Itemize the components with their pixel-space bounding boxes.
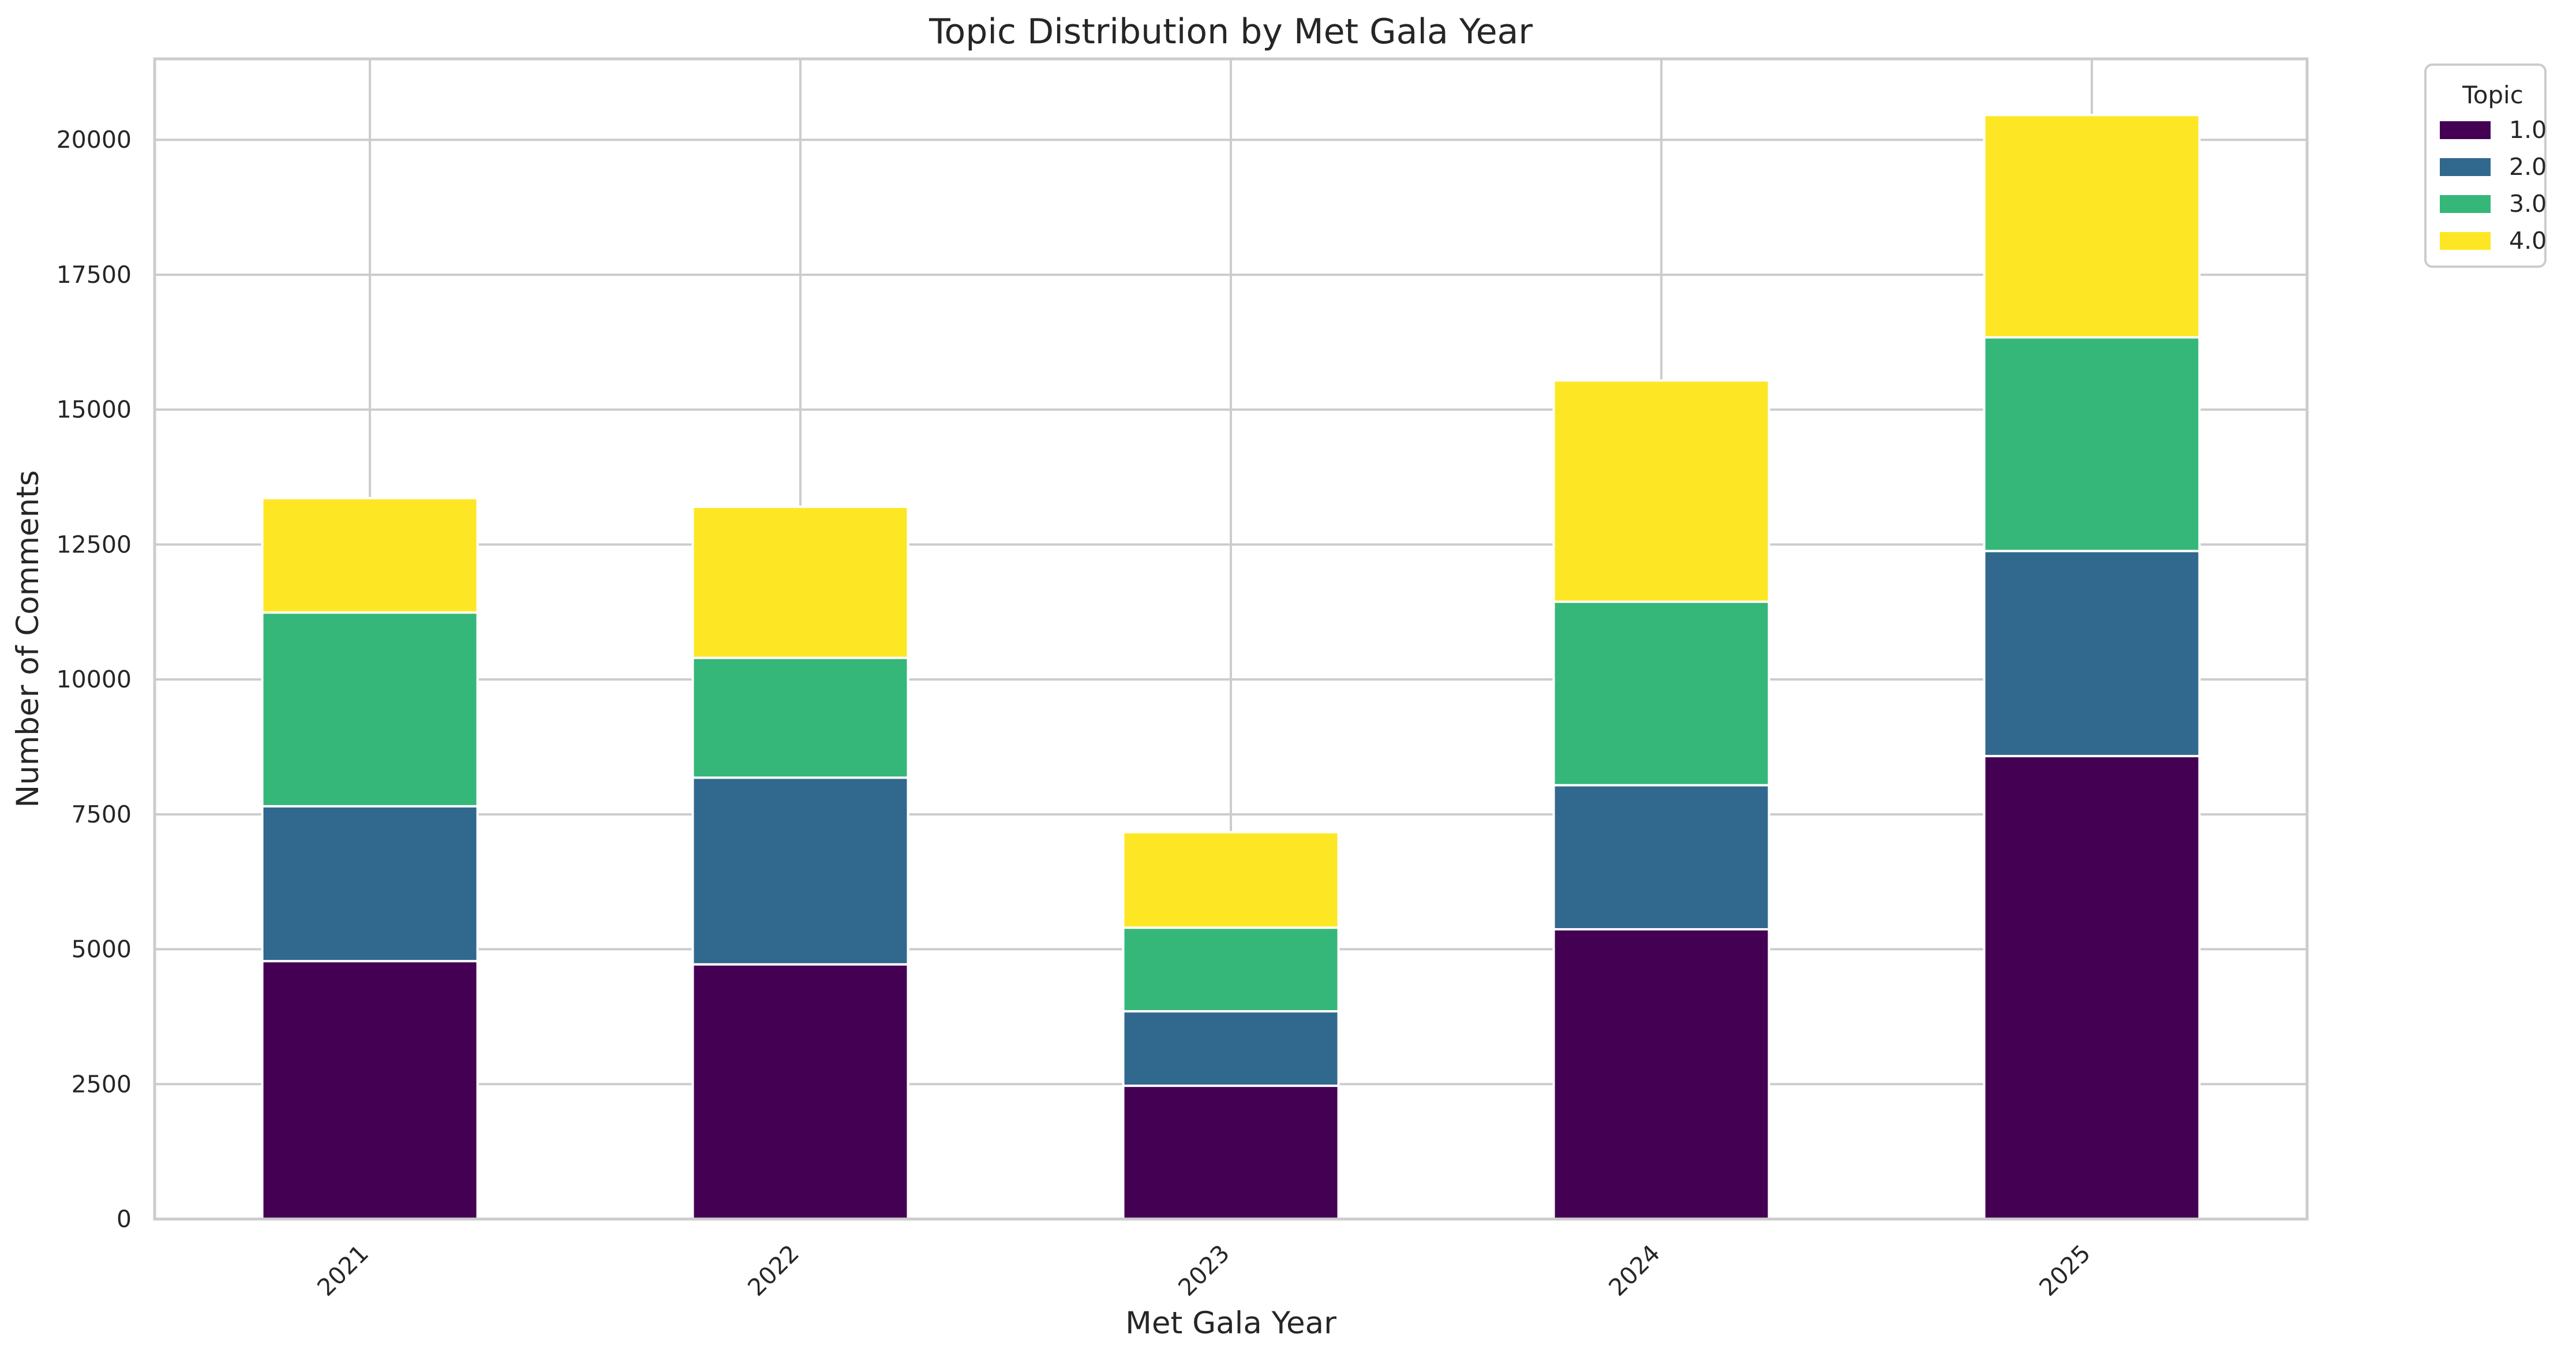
- y-tick-label: 2500: [72, 1070, 132, 1098]
- y-tick-label: 5000: [72, 936, 132, 963]
- legend-swatch: [2440, 121, 2491, 139]
- bar-segment: [1122, 926, 1340, 1013]
- bar-segment: [1552, 379, 1770, 603]
- bar-segment: [1552, 928, 1770, 1220]
- legend-label: 1.0: [2509, 116, 2547, 144]
- legend-label: 2.0: [2509, 153, 2547, 181]
- bars: [261, 114, 2201, 1221]
- bar-segment: [261, 960, 479, 1221]
- bar-segment: [261, 496, 479, 614]
- bar-segment: [691, 505, 909, 659]
- bar-segment: [1122, 1085, 1340, 1221]
- bar-segment: [1552, 600, 1770, 787]
- bar-segment: [1983, 114, 2201, 339]
- y-tick-label: 7500: [72, 801, 132, 828]
- bar-segment: [1122, 831, 1340, 929]
- x-axis-label: Met Gala Year: [1125, 1306, 1336, 1341]
- chart-title: Topic Distribution by Met Gala Year: [928, 12, 1533, 52]
- bar-segment: [691, 656, 909, 779]
- legend-swatch: [2440, 158, 2491, 176]
- bar-segment: [691, 963, 909, 1220]
- y-tick-label: 10000: [57, 666, 132, 693]
- legend-swatch: [2440, 195, 2491, 213]
- bar-segment: [1983, 754, 2201, 1220]
- y-tick-labels: 0 2500 5000 7500 10000 12500 15000 17500 20000: [57, 126, 132, 1233]
- y-tick-label: 17500: [57, 261, 132, 289]
- legend-title: Topic: [2462, 81, 2523, 109]
- plot-frame: [153, 57, 2309, 1221]
- y-tick-label: 12500: [57, 530, 132, 558]
- bar-segment: [261, 611, 479, 808]
- bar-segment: [261, 805, 479, 963]
- bar-segment: [691, 776, 909, 966]
- bar-segment: [1983, 336, 2201, 552]
- legend-label: 3.0: [2509, 190, 2547, 218]
- legend-swatch: [2440, 232, 2491, 250]
- bar-segment: [1552, 784, 1770, 930]
- y-tick-label: 20000: [57, 126, 132, 154]
- y-tick-label: 0: [117, 1205, 132, 1233]
- bar-segment: [1122, 1010, 1340, 1087]
- bar-segment: [1983, 549, 2201, 757]
- y-axis-label: Number of Comments: [10, 470, 46, 808]
- legend-label: 4.0: [2509, 227, 2547, 255]
- y-tick-label: 15000: [57, 396, 132, 424]
- legend: Topic 1.0 2.0 3.0 4.0: [2424, 63, 2547, 268]
